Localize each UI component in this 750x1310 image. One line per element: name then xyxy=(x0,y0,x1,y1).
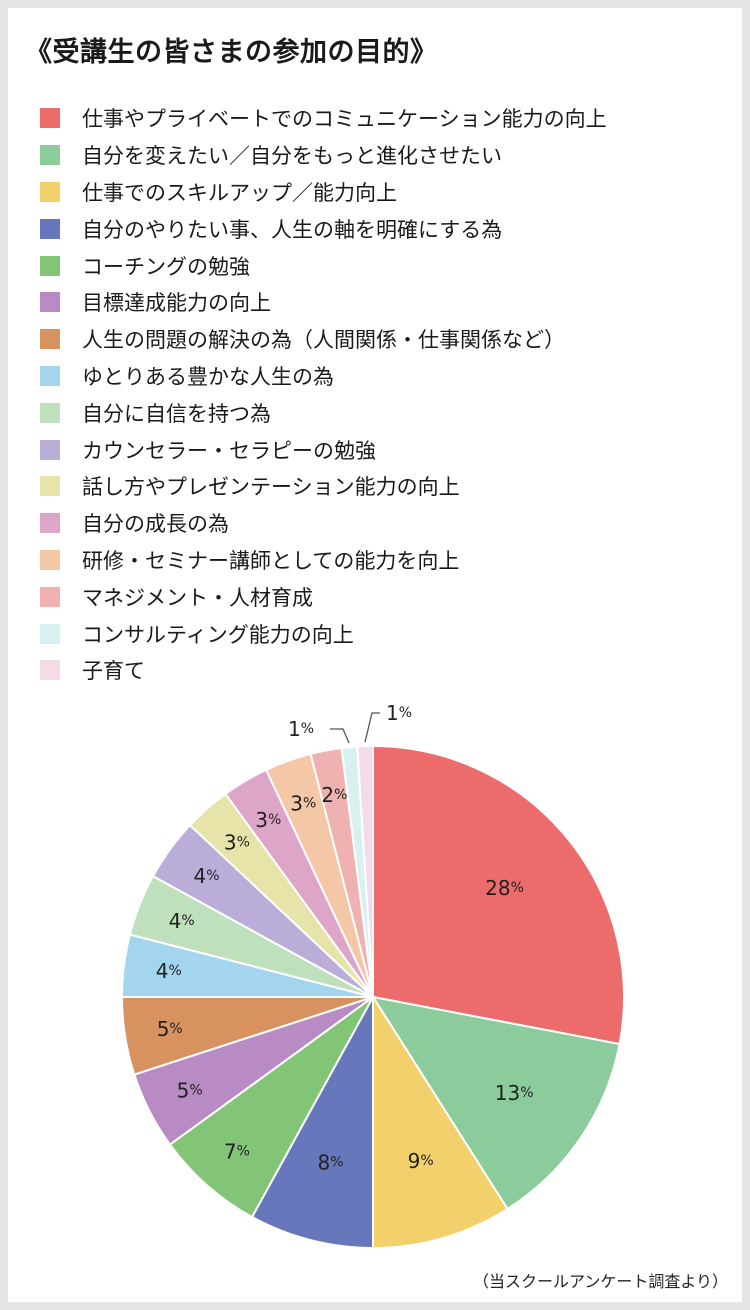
legend-label: マネジメント・人材育成 xyxy=(82,585,313,610)
pie-slice xyxy=(168,996,374,1219)
legend-item: ゆとりある豊かな人生の為 xyxy=(40,358,607,395)
slice-value-label: 5% xyxy=(177,1078,203,1102)
legend-swatch xyxy=(40,365,60,386)
pie-slice xyxy=(372,993,509,1250)
legend-label: 自分を変えたい／自分をもっと進化させたい xyxy=(82,144,502,169)
source-note: （当スクールアンケート調査より） xyxy=(472,1272,728,1291)
legend-item: 自分のやりたい事、人生の軸を明確にする為 xyxy=(40,210,607,247)
slice-value-label: 28% xyxy=(485,876,524,900)
pie-slice xyxy=(250,996,374,1250)
legend-label: カウンセラー・セラピーの勉強 xyxy=(82,438,376,463)
legend-label: ゆとりある豊かな人生の為 xyxy=(82,364,334,389)
slice-value-label: 1% xyxy=(386,701,412,725)
legend-swatch xyxy=(40,255,60,276)
legend-item: 子育て xyxy=(40,652,607,689)
legend-swatch xyxy=(40,660,60,681)
chart-title: 《受講生の皆さまの参加の目的》 xyxy=(25,37,438,68)
leader-line xyxy=(330,728,350,744)
legend-swatch xyxy=(40,586,60,607)
legend-swatch xyxy=(40,145,60,166)
legend-swatch xyxy=(40,476,60,497)
legend-label: 仕事やプライベートでのコミュニケーション能力の向上 xyxy=(82,107,607,132)
legend-item: カウンセラー・セラピーの勉強 xyxy=(40,431,607,468)
legend-item: 仕事やプライベートでのコミュニケーション能力の向上 xyxy=(40,100,607,137)
slice-value-label: 8% xyxy=(318,1150,344,1174)
legend-item: 人生の問題の解決の為（人間関係・仕事関係など） xyxy=(40,321,607,358)
legend-swatch xyxy=(40,439,60,460)
legend-swatch xyxy=(40,292,60,313)
slice-value-label: 4% xyxy=(169,909,195,933)
slice-value-label: 9% xyxy=(408,1149,434,1173)
legend-swatch xyxy=(40,513,60,534)
legend-label: 自分に自信を持つ為 xyxy=(82,401,271,426)
leader-line xyxy=(364,712,380,743)
legend-item: マネジメント・人材育成 xyxy=(40,578,607,615)
legend-label: コーチングの勉強 xyxy=(82,254,250,279)
legend: 仕事やプライベートでのコミュニケーション能力の向上 自分を変えたい／自分をもっと進… xyxy=(40,100,607,689)
legend-swatch xyxy=(40,108,60,129)
slice-value-label: 7% xyxy=(224,1139,250,1163)
pie-slice xyxy=(372,744,625,1046)
legend-item: コンサルティング能力の向上 xyxy=(40,615,607,652)
slice-value-label: 5% xyxy=(157,1017,183,1041)
slice-value-label: 4% xyxy=(193,864,219,888)
legend-item: 自分に自信を持つ為 xyxy=(40,394,607,431)
slice-value-label: 2% xyxy=(321,783,347,807)
legend-label: 仕事でのスキルアップ／能力向上 xyxy=(82,180,397,205)
legend-label: 人生の問題の解決の為（人間関係・仕事関係など） xyxy=(82,328,565,353)
legend-label: コンサルティング能力の向上 xyxy=(82,622,354,647)
legend-label: 話し方やプレゼンテーション能力の向上 xyxy=(82,475,460,500)
legend-swatch xyxy=(40,402,60,423)
pie-slice xyxy=(370,995,621,1211)
legend-label: 研修・セミナー講師としての能力を向上 xyxy=(82,548,460,573)
legend-label: 目標達成能力の向上 xyxy=(82,291,271,316)
legend-label: 子育て xyxy=(82,659,145,684)
slice-value-label: 4% xyxy=(156,959,182,983)
slice-value-label: 3% xyxy=(224,831,250,855)
slice-value-label: 3% xyxy=(255,808,281,832)
legend-label: 自分のやりたい事、人生の軸を明確にする為 xyxy=(82,217,503,242)
legend-item: 目標達成能力の向上 xyxy=(40,284,607,321)
legend-item: コーチングの勉強 xyxy=(40,247,607,284)
legend-item: 自分の成長の為 xyxy=(40,505,607,542)
legend-swatch xyxy=(40,218,60,239)
slice-value-label: 13% xyxy=(495,1081,534,1105)
legend-swatch xyxy=(40,549,60,570)
legend-item: 話し方やプレゼンテーション能力の向上 xyxy=(40,468,607,505)
legend-item: 仕事でのスキルアップ／能力向上 xyxy=(40,174,607,211)
legend-item: 自分を変えたい／自分をもっと進化させたい xyxy=(40,137,607,174)
pie-slice xyxy=(356,744,374,998)
legend-swatch xyxy=(40,181,60,202)
legend-item: 研修・セミナー講師としての能力を向上 xyxy=(40,542,607,579)
legend-swatch xyxy=(40,329,60,350)
legend-label: 自分の成長の為 xyxy=(82,512,229,537)
legend-swatch xyxy=(40,623,60,644)
slice-value-label: 1% xyxy=(288,717,314,741)
slice-value-label: 3% xyxy=(290,791,316,815)
